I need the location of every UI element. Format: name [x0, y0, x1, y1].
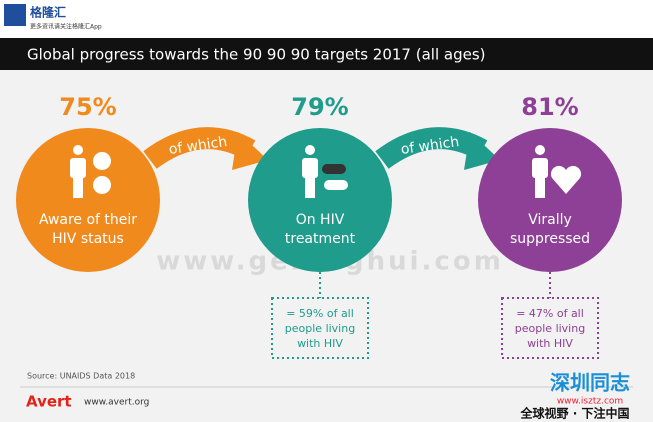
plus-icon — [93, 152, 111, 170]
url: www.avert.org — [84, 398, 149, 408]
note-text: with HIV — [297, 337, 343, 350]
person-body — [70, 158, 86, 178]
step-circle — [478, 128, 622, 272]
minus-icon — [93, 176, 111, 194]
step-label: On HIV — [296, 212, 345, 228]
person-legs — [535, 176, 545, 198]
note-text: with HIV — [527, 337, 573, 350]
percent: 75% — [59, 93, 116, 121]
logo: 格隆汇 — [30, 5, 66, 20]
note-text: = 59% of all — [286, 307, 354, 320]
logo-sub: 更多资讯请关注格隆汇App — [30, 23, 102, 31]
person-head — [305, 145, 315, 155]
note-box — [501, 297, 599, 359]
arrow-head — [232, 132, 268, 170]
note-box — [271, 297, 369, 359]
percent: 81% — [521, 93, 578, 121]
person-legs — [73, 176, 83, 198]
person-head — [73, 145, 83, 155]
step-label: suppressed — [510, 231, 590, 247]
step-label: Aware of their — [39, 212, 137, 228]
step-circle — [16, 128, 160, 272]
corner-url: www.isztz.com — [557, 397, 623, 407]
person-body — [302, 158, 318, 178]
source: Source: UNAIDS Data 2018 — [27, 372, 135, 381]
pill-icon — [322, 164, 346, 174]
step-circle — [248, 128, 392, 272]
title: Global progress towards the 90 90 90 tar… — [27, 46, 486, 64]
pill-icon — [324, 180, 348, 190]
person-head — [535, 145, 545, 155]
note-text: = 47% of all — [516, 307, 584, 320]
note-text: people living — [515, 322, 585, 335]
heart-icon — [550, 165, 582, 194]
note-text: people living — [285, 322, 355, 335]
corner-slogan: 全球视野 · 下注中国 — [520, 406, 630, 421]
step-label: treatment — [285, 231, 356, 247]
person-legs — [305, 176, 315, 198]
step-label: HIV status — [52, 231, 124, 247]
step-label: Virally — [528, 212, 572, 228]
person-body — [532, 158, 548, 178]
header-bar — [0, 0, 653, 38]
title-bar — [0, 38, 653, 70]
corner-watermark: 深圳同志 — [550, 371, 630, 395]
percent: 79% — [291, 93, 348, 121]
brand: Avert — [26, 393, 72, 411]
logo-mark — [4, 4, 26, 26]
